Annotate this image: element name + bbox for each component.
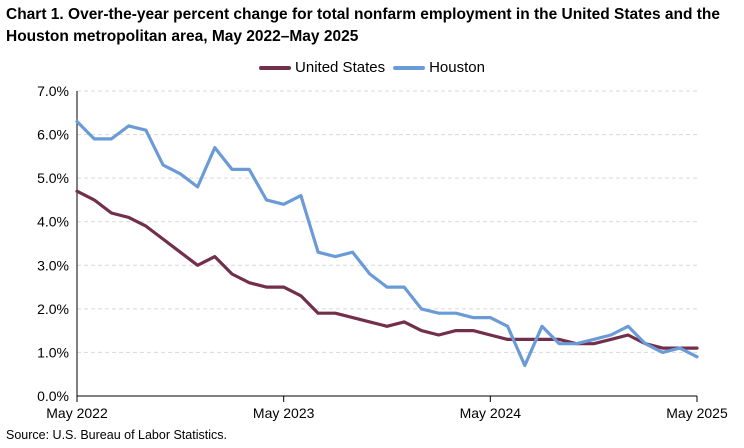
legend: United States Houston [0, 59, 744, 76]
y-tick-label: 3.0% [37, 257, 69, 273]
legend-swatch-houston [393, 65, 426, 70]
y-tick-label: 0.0% [37, 388, 69, 404]
source-note: Source: U.S. Bureau of Labor Statistics. [6, 428, 227, 442]
legend-item-united-states: United States [259, 59, 385, 76]
legend-item-houston: Houston [393, 59, 485, 76]
legend-label-united-states: United States [295, 59, 386, 76]
series-line-houston [75, 119, 699, 368]
x-tick-label: May 2023 [253, 405, 315, 421]
y-tick-label: 2.0% [37, 301, 69, 317]
series-line-united-states [75, 189, 699, 350]
y-tick-label: 7.0% [37, 83, 69, 99]
chart-title: Chart 1. Over-the-year percent change fo… [6, 6, 720, 45]
legend-label-houston: Houston [429, 59, 485, 76]
y-tick-label: 6.0% [37, 127, 69, 143]
x-tick-label: May 2025 [666, 405, 728, 421]
y-tick-label: 5.0% [37, 170, 69, 186]
y-tick-label: 1.0% [37, 344, 69, 360]
legend-swatch-united-states [259, 65, 292, 70]
y-tick-label: 4.0% [37, 214, 69, 230]
x-tick-label: May 2024 [460, 405, 522, 421]
x-tick-label: May 2022 [46, 405, 108, 421]
